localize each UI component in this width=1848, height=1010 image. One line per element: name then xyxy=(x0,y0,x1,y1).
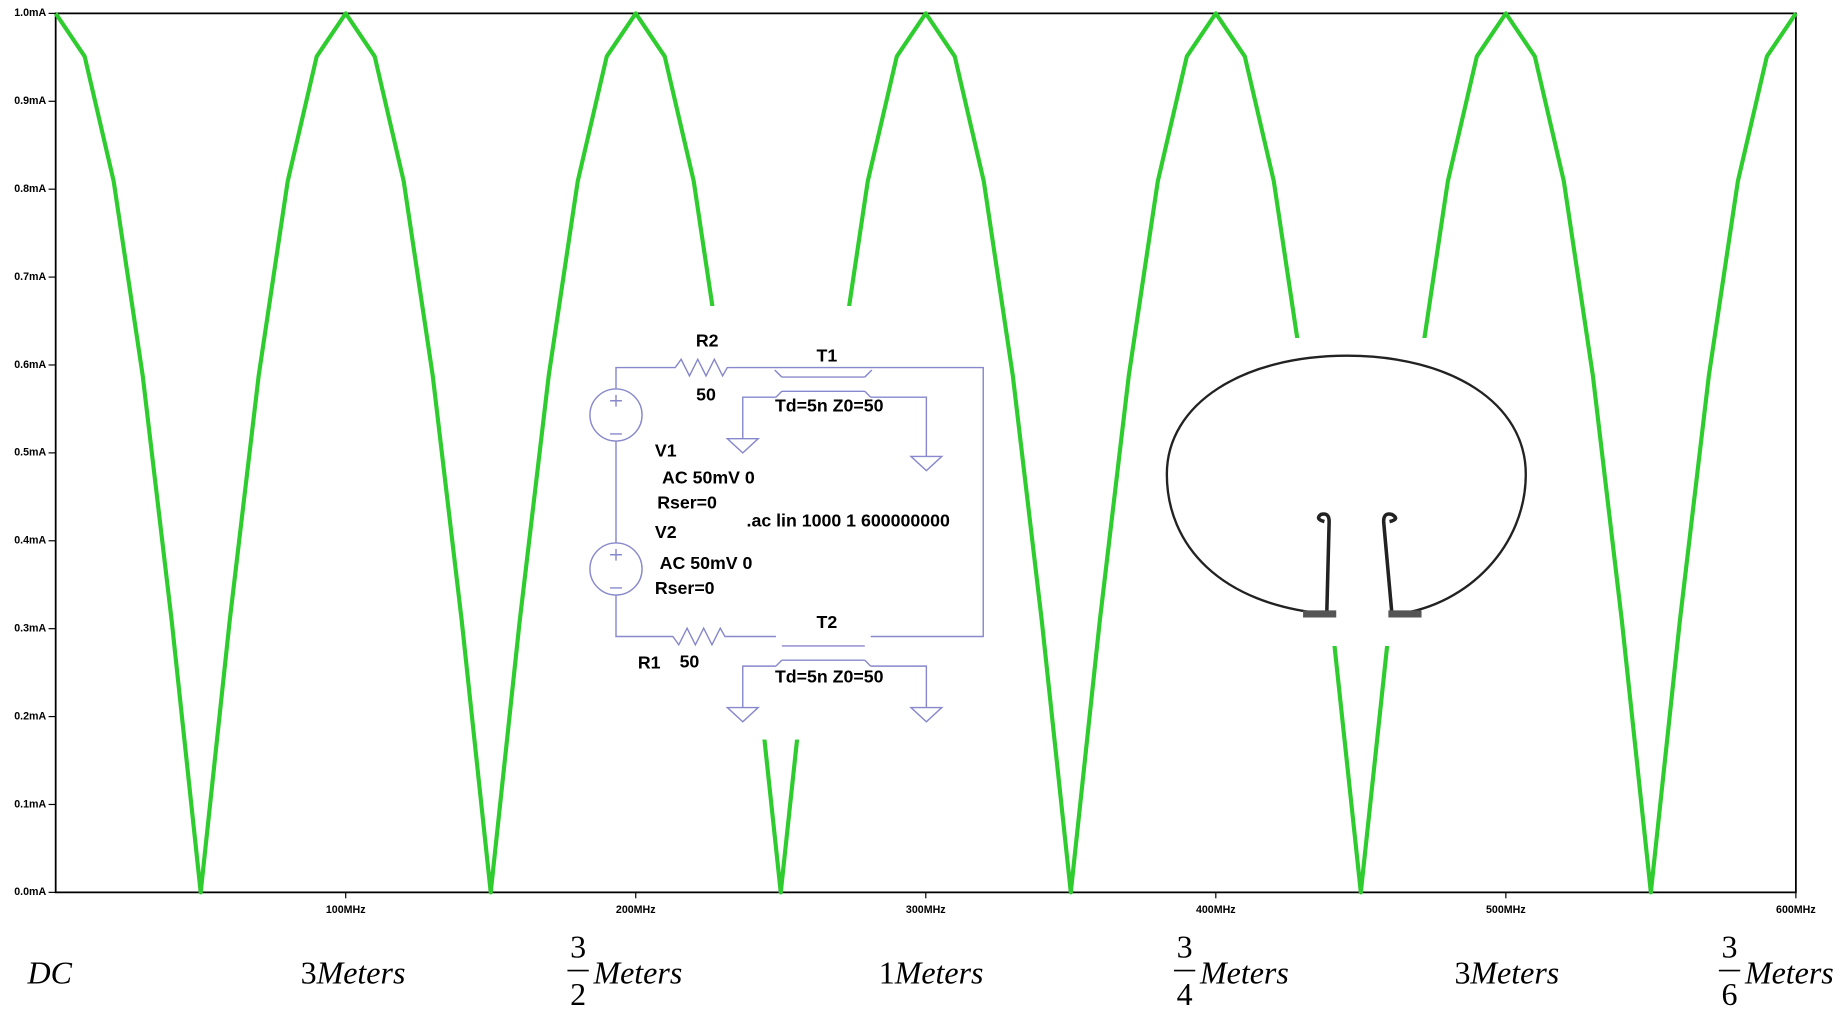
x-tick-label: 600MHz xyxy=(1776,904,1816,916)
schematic-label: Td=5n Z0=50 xyxy=(775,667,884,687)
annotation-unit: Meters xyxy=(316,956,406,991)
annotation-text: 3Meters xyxy=(1454,956,1559,991)
annotation-number: 3 xyxy=(301,956,317,991)
schematic-label: T2 xyxy=(817,612,838,632)
x-tick-label: 200MHz xyxy=(616,904,656,916)
annotation-number: 1 xyxy=(879,956,895,991)
y-tick-label: 0.4mA xyxy=(14,535,46,547)
wavelength-label: 3Meters xyxy=(301,956,406,991)
annotation-text: 1Meters xyxy=(879,956,984,991)
x-tick-label: 500MHz xyxy=(1486,904,1526,916)
y-tick-label: 0.7mA xyxy=(14,271,46,283)
wavelength-label: 3Meters xyxy=(1454,956,1559,991)
page: R2 50 T1 Td=5n Z0=50 V1 AC 50mV 0 Rser=0 .ac li… xyxy=(0,0,1848,1010)
annotation-text: DC xyxy=(27,956,73,991)
wavelength-label: DC xyxy=(27,956,73,991)
annotation-unit: Meters xyxy=(1469,956,1559,991)
schematic-label: R1 xyxy=(638,652,661,672)
schematic-label: AC 50mV 0 xyxy=(662,468,755,488)
x-tick-label: 300MHz xyxy=(906,904,946,916)
wavelength-label: 1Meters xyxy=(879,956,984,991)
y-tick-label: 1.0mA xyxy=(14,7,46,19)
schematic-label: Td=5n Z0=50 xyxy=(775,395,884,415)
chart: R2 50 T1 Td=5n Z0=50 V1 AC 50mV 0 Rser=0 .ac li… xyxy=(0,0,1848,1010)
x-tick-label: 100MHz xyxy=(326,904,366,916)
schematic-label: V2 xyxy=(655,522,677,542)
schematic-label: V1 xyxy=(655,440,677,460)
y-tick-label: 0.9mA xyxy=(14,95,46,107)
schematic-label: Rser=0 xyxy=(657,493,717,513)
annotation-denominator: 6 xyxy=(1722,977,1738,1010)
y-tick-label: 0.1mA xyxy=(14,798,46,810)
annotation-denominator: 4 xyxy=(1177,977,1193,1010)
x-tick-label: 400MHz xyxy=(1196,904,1236,916)
antenna-background xyxy=(1161,338,1534,646)
schematic-label: 50 xyxy=(680,651,700,671)
y-tick-label: 0.5mA xyxy=(14,447,46,459)
annotation-denominator: 2 xyxy=(570,977,586,1010)
annotation-number: 3 xyxy=(1454,956,1470,991)
y-tick-label: 0.3mA xyxy=(14,622,46,634)
schematic-label: Rser=0 xyxy=(655,578,715,598)
annotation-numerator: 3 xyxy=(1722,930,1738,965)
annotation-unit: Meters xyxy=(1744,956,1834,991)
annotation-unit: Meters xyxy=(592,956,682,991)
annotation-unit: Meters xyxy=(1199,956,1289,991)
y-tick-label: 0.6mA xyxy=(14,359,46,371)
y-tick-label: 0.2mA xyxy=(14,710,46,722)
y-tick-label: 0.0mA xyxy=(14,886,46,898)
schematic-label: .ac lin 1000 1 600000000 xyxy=(747,510,950,530)
annotation-unit: Meters xyxy=(894,956,984,991)
annotation-numerator: 3 xyxy=(570,930,586,965)
schematic-label: 50 xyxy=(696,385,716,405)
schematic-label: AC 50mV 0 xyxy=(660,553,753,573)
annotation-numerator: 3 xyxy=(1177,930,1193,965)
y-tick-label: 0.8mA xyxy=(14,183,46,195)
schematic-label: T1 xyxy=(817,346,838,366)
annotation-text: 3Meters xyxy=(301,956,406,991)
schematic-label: R2 xyxy=(696,330,719,350)
